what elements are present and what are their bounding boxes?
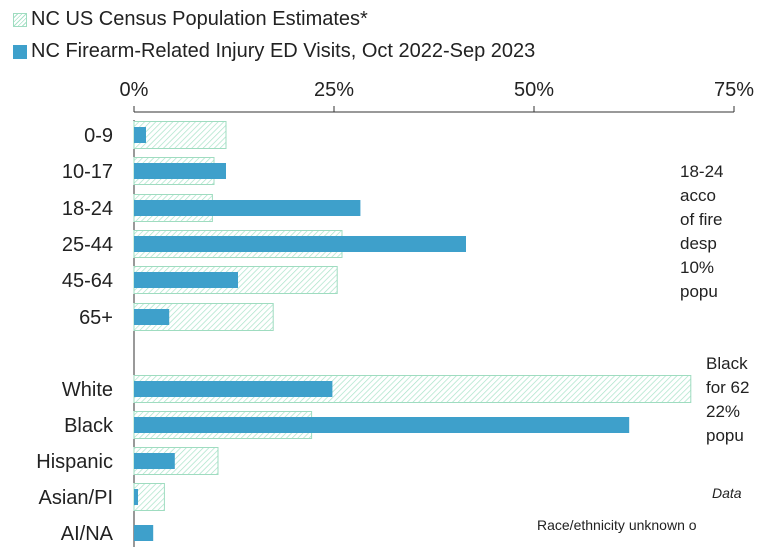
category-label: Hispanic [36, 451, 113, 473]
ed-visits-bar [134, 163, 226, 179]
census-bar [133, 483, 165, 511]
category-label: 0-9 [84, 125, 113, 147]
ed-visits-bar [134, 200, 361, 216]
ed-visits-bar [134, 272, 238, 288]
category-label: 18-24 [62, 198, 113, 220]
ed-visits-bar [134, 417, 630, 433]
category-label: 65+ [79, 307, 113, 329]
x-tick-label: 25% [314, 79, 354, 101]
category-label: 45-64 [62, 270, 113, 292]
legend-swatch-census [13, 12, 27, 27]
category-label: AI/NA [61, 523, 114, 545]
race-note-line: for 62 [706, 378, 750, 397]
race-note-line: 22% [706, 402, 741, 421]
race-note: Black for 62 22% popu [706, 352, 749, 448]
age-note-line: 18-24 [680, 162, 724, 181]
ed-visits-bar [134, 127, 146, 143]
race-note-line: Black [706, 354, 748, 373]
age-note-line: desp [680, 234, 717, 253]
category-label: Black [64, 415, 114, 437]
footnote: Race/ethnicity unknown o [537, 517, 697, 533]
category-label: 25-44 [62, 234, 113, 256]
x-tick-label: 0% [120, 79, 149, 101]
category-label: 10-17 [62, 161, 113, 183]
age-note: 18-24 acco of fire desp 10% popu [680, 160, 723, 304]
census-bar [133, 121, 227, 149]
ed-visits-bar [134, 453, 175, 469]
race-note-line: popu [706, 426, 744, 445]
ed-visits-bar [134, 236, 466, 252]
age-note-line: of fire [680, 210, 723, 229]
legend-item-census: NC US Census Population Estimates* [13, 8, 368, 31]
ed-visits-bar [134, 381, 333, 397]
category-label: Asian/PI [39, 487, 113, 509]
x-tick-label: 75% [714, 79, 754, 101]
ed-visits-bar [134, 309, 170, 325]
age-note-line: 10% [680, 258, 715, 277]
legend-swatch-ed-visits [13, 44, 27, 59]
x-tick-label: 50% [514, 79, 554, 101]
data-note: Data [712, 485, 742, 501]
category-label: White [62, 379, 113, 401]
legend-label-census: NC US Census Population Estimates* [31, 8, 368, 30]
ed-visits-bar [134, 525, 154, 541]
age-note-line: popu [680, 282, 718, 301]
legend-item-ed-visits: NC Firearm-Related Injury ED Visits, Oct… [13, 40, 535, 63]
ed-visits-bar [134, 489, 138, 505]
age-note-line: acco [680, 186, 716, 205]
legend-label-ed-visits: NC Firearm-Related Injury ED Visits, Oct… [31, 40, 536, 62]
